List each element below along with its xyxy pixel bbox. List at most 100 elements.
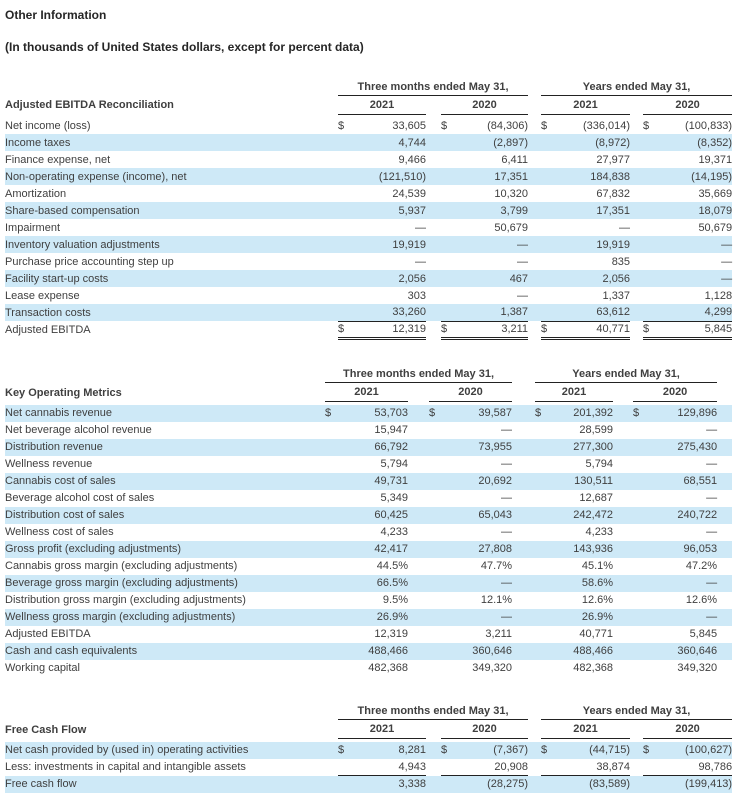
row-label: Share-based compensation xyxy=(5,202,338,219)
column-gap xyxy=(630,151,643,168)
value-cell: (121,510) xyxy=(352,168,426,185)
value-cell: 27,808 xyxy=(443,540,513,558)
value-cell: 4,233 xyxy=(380,526,408,538)
table-row: Amortization 24,539 10,320 67,832 35,669 xyxy=(5,185,732,202)
table-row: Income taxes 4,744 (2,897) (8,972) (8,352) xyxy=(5,134,733,151)
value-cell: 3,338 xyxy=(352,775,426,793)
value-cell: — xyxy=(657,270,733,287)
dollar-spacer xyxy=(535,574,550,592)
year-header: 2020 xyxy=(633,382,718,402)
dollar-spacer xyxy=(325,642,339,660)
dollar-spacer xyxy=(429,438,443,456)
dollar-spacer xyxy=(429,456,443,473)
value-cell: 33,260 xyxy=(352,304,426,321)
dollar-spacer xyxy=(535,558,549,575)
column-gap xyxy=(426,741,441,759)
value-cell: (44,715) xyxy=(555,741,631,759)
value-cell: 47.2% xyxy=(685,560,718,572)
value-cell: 9.5% xyxy=(382,594,408,606)
column-gap xyxy=(426,134,441,151)
table-row: Less: investments in capital and intangi… xyxy=(5,758,733,776)
row-label: Non-operating expense (income), net xyxy=(5,168,338,185)
column-gap xyxy=(408,404,429,422)
group-header-row: Three months ended May 31, Years ended Ma… xyxy=(5,702,733,720)
dollar-spacer xyxy=(325,438,339,456)
value-cell: — xyxy=(501,458,513,470)
column-gap xyxy=(613,574,634,592)
pad-cell xyxy=(717,404,733,422)
column-gap xyxy=(613,626,633,643)
value-cell: 9,466 xyxy=(398,153,426,166)
dollar-spacer xyxy=(338,151,352,168)
dollar-spacer xyxy=(633,490,647,507)
column-gap xyxy=(426,202,441,219)
row-label: Inventory valuation adjustments xyxy=(5,236,338,253)
value-cell: — xyxy=(647,608,718,626)
value-cell: 4,233 xyxy=(585,526,614,538)
column-gap xyxy=(408,506,429,524)
column-gap xyxy=(528,219,541,236)
value-cell: 27,977 xyxy=(596,153,631,166)
dollar-spacer xyxy=(325,558,339,575)
table-row: Cannabis gross margin (excluding adjustm… xyxy=(5,558,732,575)
column-gap xyxy=(426,304,441,321)
dollar-spacer xyxy=(338,775,352,793)
year-header-row: Key Operating Metrics 2021 2020 2021 2020 xyxy=(5,382,732,402)
column-group-header: Years ended May 31, xyxy=(535,365,718,383)
column-gap xyxy=(408,660,429,677)
dollar-spacer xyxy=(338,270,352,287)
value-cell: 12.6% xyxy=(581,594,614,606)
value-cell: (7,367) xyxy=(455,741,529,759)
dollar-spacer xyxy=(541,758,556,776)
dollar-spacer xyxy=(541,151,555,168)
column-gap xyxy=(613,608,634,626)
dollar-spacer xyxy=(541,270,556,287)
value-cell: 6,411 xyxy=(501,153,529,166)
group-header-row: Three months ended May 31, Years ended Ma… xyxy=(5,365,732,383)
column-group-header: Three months ended May 31, xyxy=(338,78,529,96)
value-cell: 349,320 xyxy=(472,662,513,674)
dollar-spacer xyxy=(643,168,658,185)
table-title: Adjusted EBITDA Reconciliation xyxy=(5,99,174,111)
column-gap xyxy=(613,642,634,660)
column-gap xyxy=(426,185,441,202)
table-row: Share-based compensation 5,937 3,799 17,351… xyxy=(5,202,733,219)
pad-cell xyxy=(717,456,732,473)
value-cell: (199,413) xyxy=(657,775,733,793)
column-gap xyxy=(528,321,541,338)
column-gap xyxy=(613,660,633,677)
dollar-spacer xyxy=(429,626,443,643)
dollar-spacer xyxy=(633,558,647,575)
table-row: Net cannabis revenue $53,703 $39,587 $201,3… xyxy=(5,404,733,422)
dollar-spacer xyxy=(633,438,648,456)
dollar-sign: $ xyxy=(325,404,339,422)
table-row: Beverage gross margin (excluding adjustm… xyxy=(5,574,733,592)
column-gap xyxy=(528,202,542,219)
dollar-spacer xyxy=(338,185,352,202)
column-gap xyxy=(426,219,441,236)
dollar-spacer xyxy=(535,642,550,660)
dollar-spacer xyxy=(441,236,455,253)
row-label: Adjusted EBITDA xyxy=(5,323,91,336)
value-cell: 5,794 xyxy=(585,458,614,470)
value-cell: 482,368 xyxy=(573,662,614,674)
dollar-spacer xyxy=(633,540,648,558)
row-label: Less: investments in capital and intangi… xyxy=(5,761,246,773)
dollar-sign: $ xyxy=(643,119,650,132)
dollar-spacer xyxy=(338,134,352,151)
column-gap xyxy=(426,168,441,185)
row-label: Lease expense xyxy=(5,289,80,302)
dollar-spacer xyxy=(325,592,339,609)
pad-cell xyxy=(717,490,732,507)
column-gap xyxy=(528,168,542,185)
value-cell: — xyxy=(706,492,718,504)
column-gap xyxy=(408,608,429,626)
column-gap xyxy=(512,366,535,383)
value-cell: — xyxy=(501,492,513,504)
dollar-spacer xyxy=(541,253,555,270)
column-gap xyxy=(528,759,541,776)
dollar-spacer xyxy=(441,219,455,236)
table-row: Impairment — 50,679 — 50,679 xyxy=(5,219,732,236)
value-cell: 65,043 xyxy=(443,506,513,524)
column-gap xyxy=(512,456,535,473)
